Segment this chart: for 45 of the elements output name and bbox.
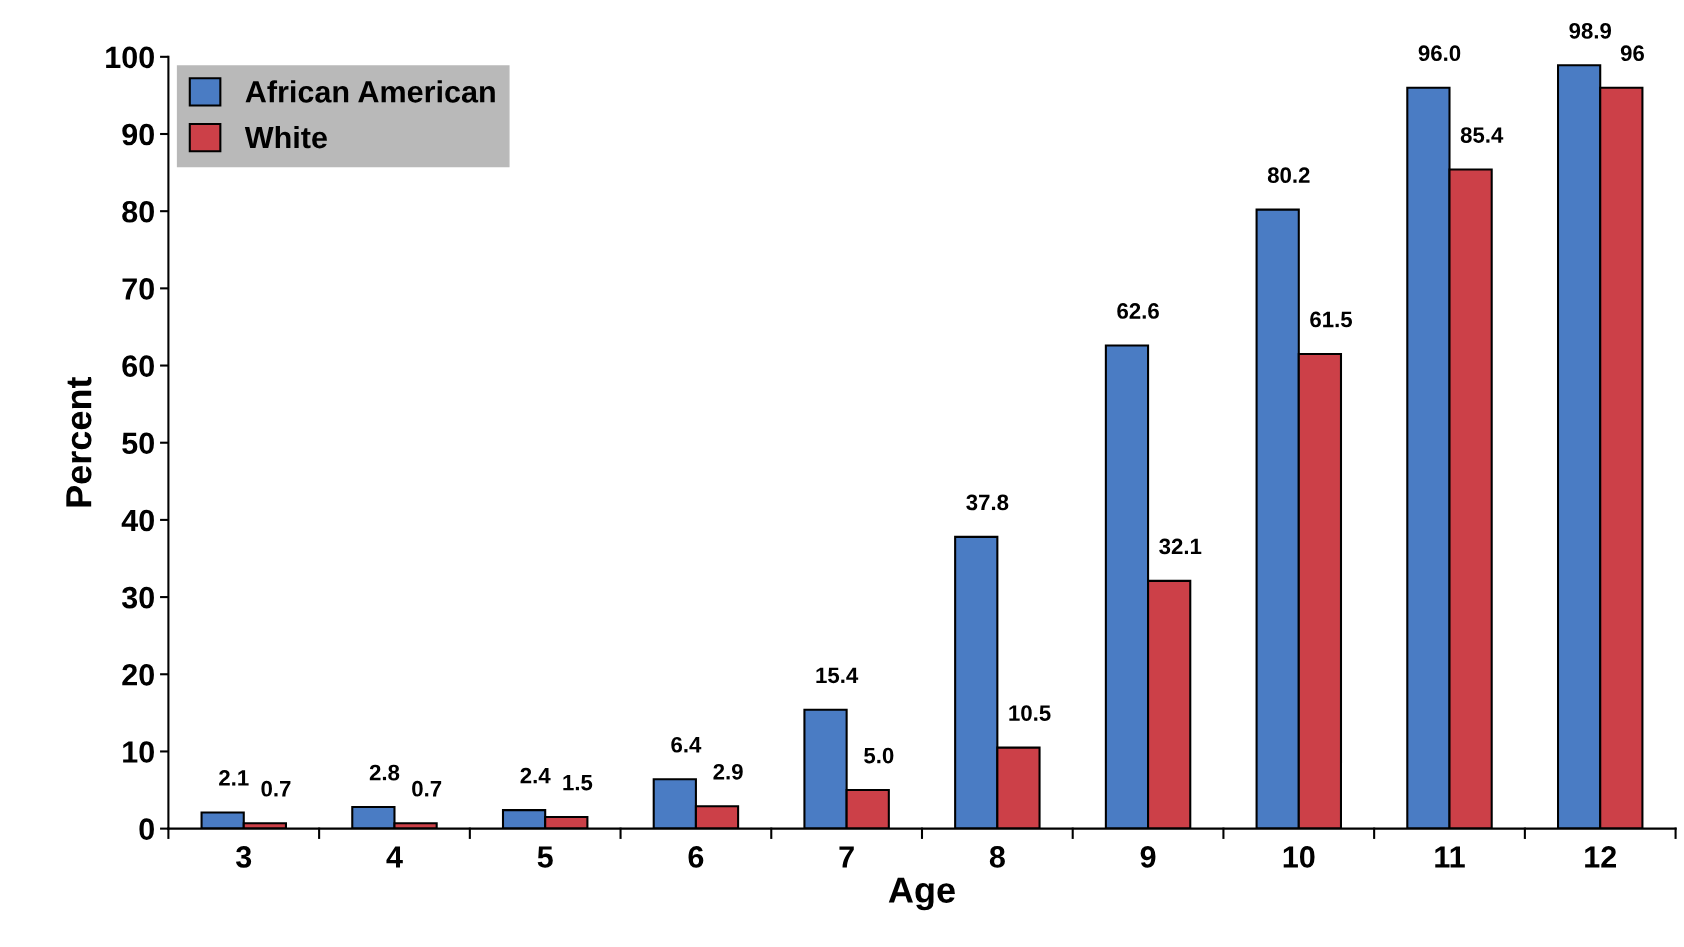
data-label: 85.4 (1460, 127, 1504, 143)
data-label: 0.7 (261, 780, 291, 797)
data-label: 2.1 (219, 770, 249, 786)
x-tick-label: 12 (1585, 846, 1616, 868)
y-tick-label: 20 (122, 664, 154, 686)
x-tick-label: 10 (1283, 846, 1315, 868)
data-label: 62.6 (1117, 303, 1159, 319)
data-label: 61.5 (1310, 311, 1352, 328)
y-axis-title: Percent (66, 376, 92, 507)
data-label: 0.7 (412, 780, 442, 797)
y-tick-label: 90 (122, 123, 154, 146)
x-tick-label: 3 (235, 846, 252, 868)
data-label: 6.4 (671, 736, 702, 753)
legend-label: White (244, 125, 327, 149)
x-tick-label: 5 (537, 846, 553, 868)
data-label: 96 (1620, 45, 1644, 62)
data-label: 80.2 (1267, 167, 1310, 184)
y-tick-label: 40 (121, 509, 154, 532)
data-label: 2.9 (713, 763, 743, 780)
x-tick-label: 8 (989, 846, 1005, 868)
x-tick-label: 7 (839, 846, 854, 868)
x-tick-label: 6 (688, 846, 704, 868)
data-label: 1.5 (563, 774, 593, 791)
y-tick-label: 50 (122, 432, 154, 455)
data-label: 2.4 (520, 767, 551, 784)
legend-label: African American (245, 80, 495, 103)
y-tick-label: 0 (139, 818, 154, 840)
x-axis-title: Age (888, 877, 955, 911)
x-tick-label: 11 (1435, 846, 1465, 868)
data-label: 32.1 (1159, 538, 1202, 555)
data-label: 5.0 (864, 747, 894, 764)
y-tick-label: 30 (121, 586, 154, 609)
y-tick-label: 60 (122, 355, 154, 377)
x-tick-label: 9 (1140, 846, 1156, 868)
x-tick-label: 4 (386, 846, 403, 868)
data-label: 15.4 (816, 667, 859, 684)
data-label: 10.5 (1009, 705, 1051, 721)
data-label: 96.0 (1418, 45, 1461, 62)
data-label: 98.9 (1569, 22, 1612, 39)
y-tick-label: 100 (106, 46, 154, 69)
y-tick-label: 80 (122, 200, 154, 223)
data-label: 37.8 (966, 494, 1009, 511)
y-tick-label: 10 (123, 741, 154, 763)
data-label: 2.8 (369, 764, 400, 781)
y-tick-label: 70 (122, 278, 154, 300)
